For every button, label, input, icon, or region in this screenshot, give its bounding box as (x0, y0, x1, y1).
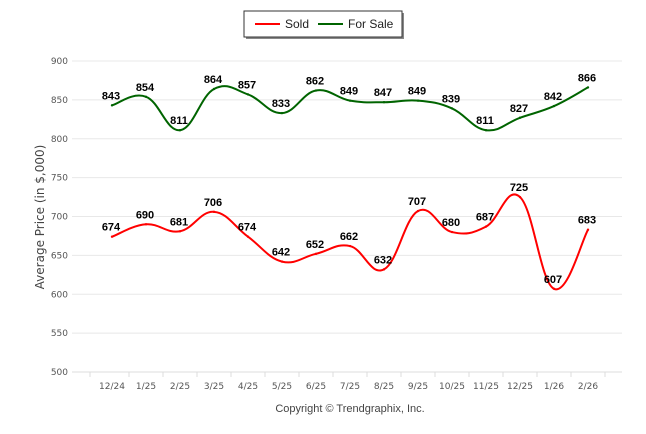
data-point-sold (382, 268, 386, 271)
data-point-for-sale (212, 87, 216, 91)
data-point-sold (110, 235, 114, 238)
data-point-for-sale (518, 116, 522, 119)
data-label-for-sale: 866 (578, 72, 596, 84)
data-label-for-sale: 857 (238, 79, 256, 91)
data-label-sold: 681 (170, 216, 188, 228)
x-tick-label: 12/25 (507, 382, 533, 392)
data-point-for-sale (416, 99, 420, 102)
x-tick-label: 11/25 (473, 382, 499, 392)
x-tick-label: 8/25 (374, 382, 394, 392)
data-label-for-sale: 854 (136, 82, 155, 94)
data-label-sold: 632 (374, 254, 392, 266)
x-tick-label: 12/24 (99, 382, 125, 392)
data-point-sold (212, 210, 216, 214)
data-point-for-sale (178, 128, 182, 132)
x-tick-label: 4/25 (238, 382, 258, 392)
x-tick-label: 2/25 (170, 382, 190, 392)
x-tick-label: 1/26 (544, 382, 564, 392)
data-label-sold: 662 (340, 231, 358, 243)
data-label-for-sale: 862 (306, 76, 324, 88)
data-label-sold: 706 (204, 197, 222, 209)
data-point-sold (144, 223, 148, 226)
data-label-for-sale: 864 (204, 74, 223, 86)
grid-lines (72, 60, 622, 373)
data-label-for-sale: 842 (544, 91, 562, 103)
y-axis-title: Average Price (in $,000) (33, 145, 47, 290)
legend-label-for-sale: For Sale (348, 17, 394, 31)
data-label-sold: 687 (476, 212, 494, 224)
data-label-for-sale: 839 (442, 93, 460, 105)
data-label-for-sale: 843 (102, 90, 120, 102)
y-tick-label: 700 (51, 213, 68, 223)
data-point-sold (484, 225, 488, 228)
data-label-sold: 652 (306, 239, 324, 251)
data-label-for-sale: 849 (408, 86, 426, 98)
data-point-for-sale (314, 89, 318, 92)
data-point-for-sale (246, 93, 250, 96)
legend: Sold For Sale (243, 10, 404, 39)
x-tick-label: 6/25 (306, 382, 326, 392)
x-axis: 12/24 1/25 2/25 3/25 4/25 5/25 6/25 7/25 8/25 9/2… (89, 372, 606, 392)
data-point-for-sale (280, 111, 284, 115)
data-label-for-sale: 811 (170, 115, 188, 127)
data-labels: 674 690 681 706 674 642 652 662 632 707 680 687 725 6… (102, 72, 596, 285)
data-label-for-sale: 827 (510, 103, 528, 115)
data-point-for-sale (348, 99, 352, 102)
x-tick-label: 3/25 (204, 382, 224, 392)
y-tick-label: 650 (51, 251, 68, 261)
data-point-for-sale (110, 104, 114, 107)
data-label-for-sale: 849 (340, 86, 358, 98)
data-point-sold (178, 230, 182, 233)
y-tick-label: 800 (51, 135, 68, 145)
data-point-for-sale (586, 86, 590, 89)
data-point-for-sale (144, 95, 148, 98)
data-label-sold: 674 (102, 222, 121, 234)
x-tick-label: 9/25 (408, 382, 428, 392)
data-point-sold (280, 260, 284, 263)
data-label-sold: 690 (136, 209, 154, 221)
data-point-sold (518, 195, 522, 199)
data-label-sold: 683 (578, 215, 596, 227)
y-tick-label: 850 (51, 96, 68, 106)
data-label-sold: 642 (272, 247, 290, 259)
y-tick-label: 550 (51, 329, 68, 339)
data-label-for-sale: 847 (374, 87, 392, 99)
data-point-sold (586, 228, 590, 231)
data-point-for-sale (552, 104, 556, 108)
x-tick-label: 2/26 (578, 382, 598, 392)
data-point-sold (246, 235, 250, 238)
series-lines (110, 85, 590, 291)
y-tick-label: 600 (51, 290, 68, 300)
data-label-sold: 607 (544, 274, 562, 286)
data-label-sold: 725 (510, 182, 528, 194)
data-point-sold (450, 230, 454, 234)
x-tick-label: 5/25 (272, 382, 292, 392)
data-point-for-sale (484, 128, 488, 132)
data-point-sold (416, 209, 420, 213)
data-label-sold: 707 (408, 196, 426, 208)
x-tick-label: 1/25 (136, 382, 156, 392)
data-point-sold (314, 252, 318, 256)
legend-label-sold: Sold (285, 17, 309, 31)
data-label-for-sale: 833 (272, 98, 290, 110)
data-label-sold: 674 (238, 222, 257, 234)
data-point-for-sale (382, 101, 386, 104)
y-tick-label: 500 (51, 368, 68, 378)
y-tick-label: 900 (51, 57, 68, 67)
x-tick-label: 10/25 (439, 382, 465, 392)
copyright-footer: Copyright © Trendgraphix, Inc. (275, 403, 424, 415)
data-point-sold (348, 244, 352, 248)
data-point-for-sale (450, 107, 454, 110)
data-point-sold (552, 287, 556, 291)
data-label-for-sale: 811 (476, 115, 494, 127)
y-axis-ticks: 500 550 600 650 700 750 800 850 900 (51, 57, 68, 378)
data-label-sold: 680 (442, 217, 460, 229)
x-tick-label: 7/25 (340, 382, 360, 392)
y-tick-label: 750 (51, 174, 68, 184)
